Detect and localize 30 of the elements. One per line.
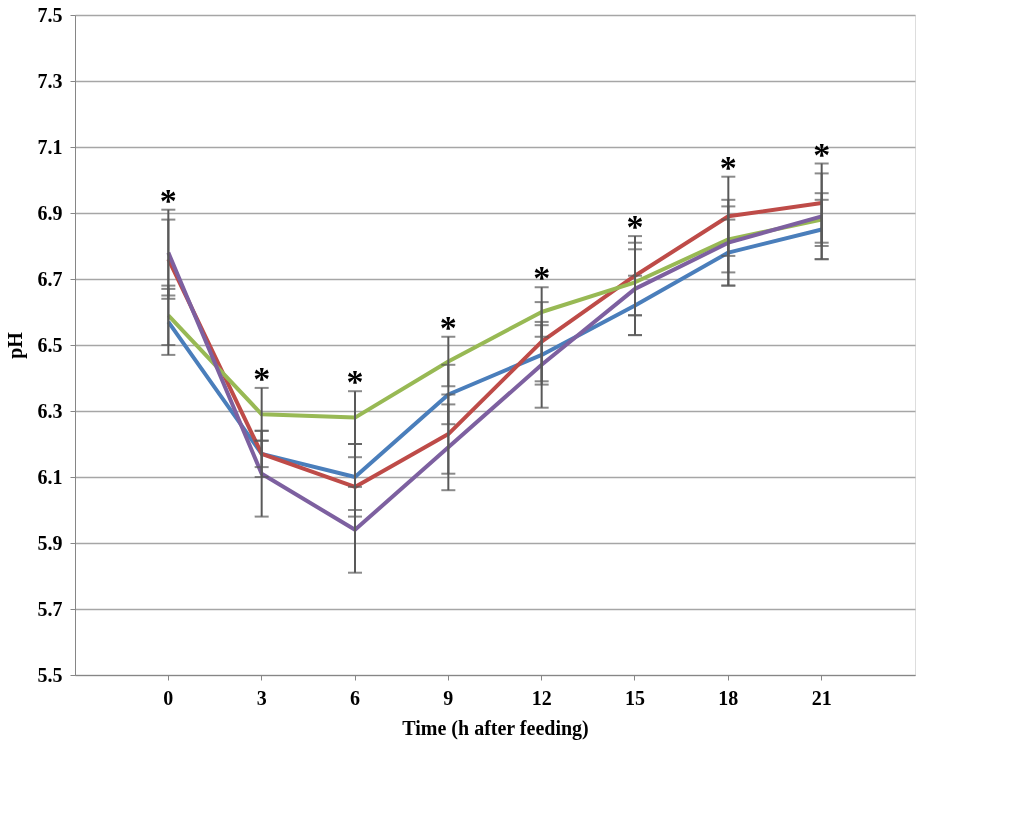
x-tick-label: 15 [625, 686, 645, 709]
x-axis-title: Time (h after feeding) [402, 716, 589, 740]
annotation: * [253, 359, 271, 397]
y-tick-label: 6.5 [37, 333, 63, 356]
y-tick-label: 6.9 [37, 201, 63, 224]
annotation: * [439, 308, 457, 346]
annotation: * [626, 208, 644, 246]
y-tick-label: 7.3 [37, 69, 63, 92]
x-tick-label: 12 [531, 686, 552, 709]
x-tick-label: 3 [256, 686, 267, 709]
x-tick-label: 18 [718, 686, 739, 709]
y-tick-label: 6.1 [37, 465, 63, 488]
y-tick-label: 7.1 [37, 135, 63, 158]
annotation: * [159, 181, 177, 219]
y-tick-label: 6.3 [37, 399, 63, 422]
y-tick-label: 7.5 [37, 3, 63, 26]
x-tick-label: 0 [163, 686, 174, 709]
y-tick-label: 5.9 [37, 531, 63, 554]
annotation: * [346, 363, 364, 401]
y-tick-label: 5.7 [37, 597, 63, 620]
y-tick-label: 5.5 [37, 663, 63, 686]
x-tick-label: 21 [811, 686, 832, 709]
annotation: * [813, 135, 831, 173]
annotation: * [719, 148, 737, 186]
line-series [166, 214, 824, 532]
x-tick-label: 6 [350, 686, 360, 709]
x-tick-label: 9 [443, 686, 454, 709]
y-tick-label: 6.7 [37, 267, 63, 290]
y-axis-title: pH [3, 331, 27, 359]
annotation: * [533, 259, 551, 297]
